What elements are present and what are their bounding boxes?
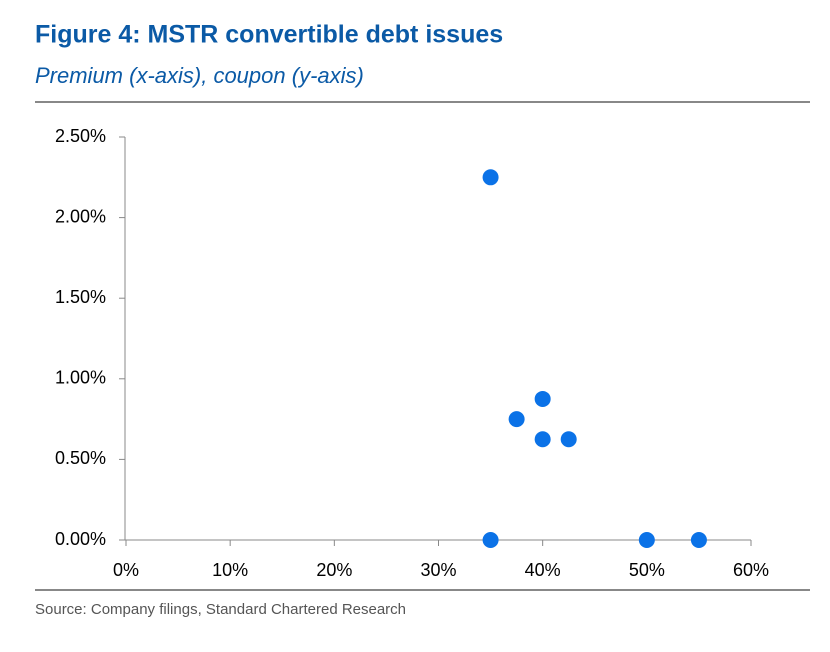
y-tick-label: 0.50% <box>55 448 106 468</box>
chart-subtitle: Premium (x-axis), coupon (y-axis) <box>35 63 364 88</box>
point <box>690 532 707 548</box>
y-tick-label: 1.50% <box>55 287 106 307</box>
source-note: Source: Company filings, Standard Charte… <box>35 601 406 618</box>
x-tick-label: 0% <box>113 560 139 580</box>
x-tick-label: 50% <box>629 560 665 580</box>
x-tick-label: 30% <box>420 560 456 580</box>
x-tick-label: 10% <box>212 560 248 580</box>
y-tick-label: 2.50% <box>55 126 106 146</box>
point <box>482 532 499 548</box>
chart-title: Figure 4: MSTR convertible debt issues <box>35 21 503 49</box>
x-tick-label: 20% <box>316 560 352 580</box>
point <box>482 169 499 186</box>
y-tick-label: 1.00% <box>55 368 106 388</box>
point <box>534 390 551 407</box>
point <box>508 411 525 428</box>
point <box>560 431 577 448</box>
x-tick-label: 40% <box>525 560 561 580</box>
point <box>534 431 551 448</box>
point <box>638 532 655 548</box>
x-tick-label: 60% <box>733 560 769 580</box>
y-tick-label: 2.00% <box>55 206 106 226</box>
y-tick-label: 0.00% <box>55 529 106 549</box>
